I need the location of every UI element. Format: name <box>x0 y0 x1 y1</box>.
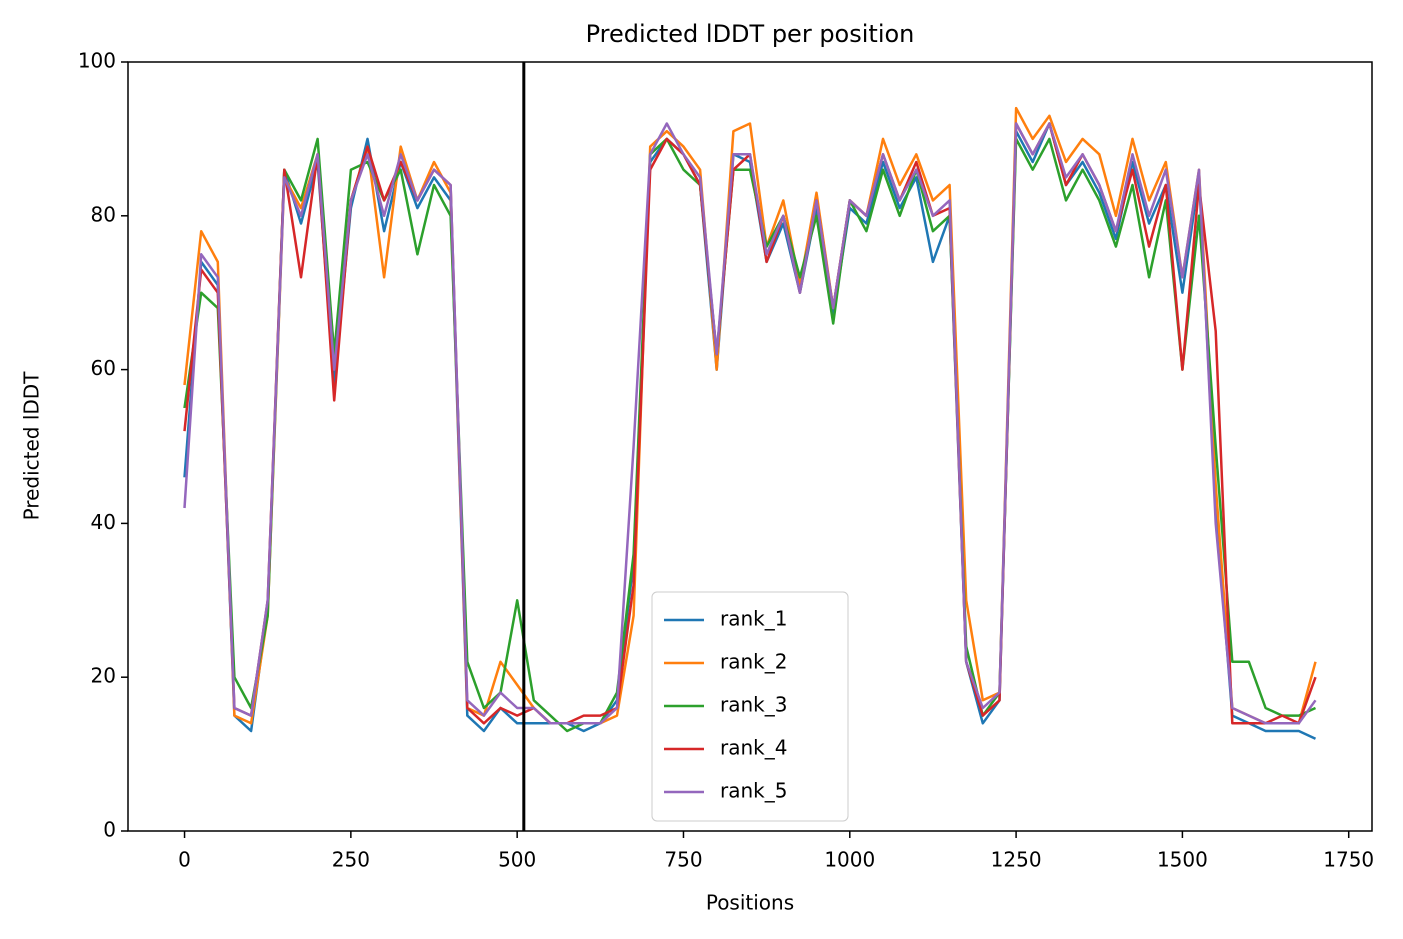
chart-title: Predicted lDDT per position <box>586 20 915 48</box>
y-axis-label: Predicted lDDT <box>20 371 44 521</box>
legend-label: rank_1 <box>720 607 787 631</box>
x-tick-label: 750 <box>664 848 702 872</box>
y-tick-label: 60 <box>91 356 116 380</box>
y-tick-label: 80 <box>91 202 116 226</box>
x-tick-label: 1750 <box>1323 848 1374 872</box>
x-tick-label: 250 <box>332 848 370 872</box>
legend-label: rank_4 <box>720 736 787 760</box>
x-tick-label: 500 <box>498 848 536 872</box>
plot-frame <box>127 61 1373 832</box>
legend-label: rank_5 <box>720 779 787 803</box>
legend-box <box>651 591 849 822</box>
x-tick-label: 0 <box>178 848 191 872</box>
y-tick-label: 100 <box>78 49 116 73</box>
x-tick-label: 1250 <box>991 848 1042 872</box>
x-axis-label: Positions <box>706 891 794 915</box>
y-tick-label: 0 <box>103 818 116 842</box>
x-tick-label: 1000 <box>824 848 875 872</box>
y-tick-label: 40 <box>91 510 116 534</box>
y-tick-label: 20 <box>91 664 116 688</box>
series-line <box>183 122 1317 725</box>
legend-label: rank_2 <box>720 650 787 674</box>
series-line <box>183 106 1317 725</box>
legend-label: rank_3 <box>720 693 787 717</box>
x-tick-label: 1500 <box>1157 848 1208 872</box>
